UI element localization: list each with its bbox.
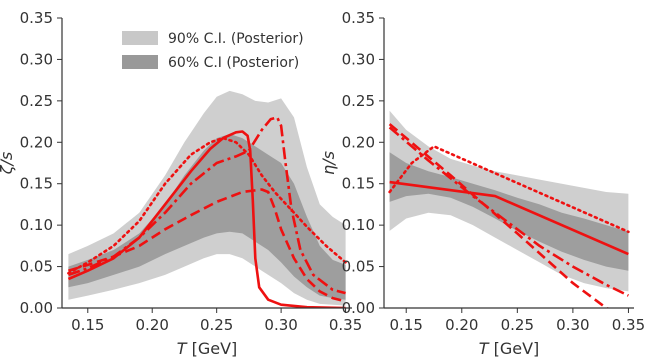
left-curve-dashdot <box>67 116 346 295</box>
left-y-tick-label: 0.30 <box>20 50 53 68</box>
right-y-tick-label: 0.25 <box>342 92 375 110</box>
left-x-tick-label: 0.35 <box>329 316 362 334</box>
legend-swatch-60ci <box>122 55 158 69</box>
right-y-tick-label: 0.20 <box>342 133 375 151</box>
right-x-axis-label: T [GeV] <box>479 339 540 358</box>
left-y-tick-label: 0.10 <box>20 216 53 234</box>
right-x-tick-label: 0.25 <box>501 316 534 334</box>
legend-label-90ci: 90% C.I. (Posterior) <box>168 31 304 47</box>
right-curve-dotted <box>388 145 630 234</box>
left-x-tick-label: 0.15 <box>71 316 104 334</box>
left-curve-dashed <box>68 188 346 303</box>
right-curves <box>388 123 630 308</box>
right-x-tick-label: 0.15 <box>390 316 423 334</box>
left-y-tick-label: 0.20 <box>20 133 53 151</box>
left-axes: 0.00 0.05 0.10 0.15 0.20 0.25 0.30 0.35 0.15 0.20… <box>0 9 362 358</box>
left-y-axis-label: ζ/s <box>0 152 16 175</box>
right-y-tick-label: 0.15 <box>342 175 375 193</box>
right-curve-dashdot <box>388 126 629 297</box>
right-panel: 0.00 0.05 0.10 0.15 0.20 0.25 0.30 0.35 0.15 0.20… <box>319 9 645 358</box>
right-y-tick-label: 0.00 <box>342 299 375 317</box>
right-x-tick-label: 0.30 <box>556 316 589 334</box>
left-ci-bands <box>68 90 346 306</box>
left-curve-dotted <box>67 136 347 275</box>
left-x-tick-label: 0.20 <box>136 316 169 334</box>
right-y-tick-label: 0.35 <box>342 9 375 27</box>
right-x-tick-label: 0.35 <box>612 316 645 334</box>
right-curve-dashed <box>388 123 610 308</box>
left-legend: 90% C.I. (Posterior) 60% C.I (Posterior) <box>122 31 304 71</box>
legend-swatch-90ci <box>122 31 158 45</box>
right-curve-solid <box>389 180 629 256</box>
right-y-axis-label: η/s <box>319 151 338 175</box>
right-y-tick-label: 0.30 <box>342 50 375 68</box>
right-axes: 0.00 0.05 0.10 0.15 0.20 0.25 0.30 0.35 0.15 0.20… <box>319 9 645 358</box>
left-x-axis-label: T [GeV] <box>177 339 238 358</box>
right-y-tick-label: 0.05 <box>342 258 375 276</box>
left-y-tick-label: 0.15 <box>20 175 53 193</box>
left-y-tick-label: 0.35 <box>20 9 53 27</box>
right-x-tick-label: 0.20 <box>445 316 478 334</box>
left-x-tick-label: 0.25 <box>200 316 233 334</box>
left-y-tick-label: 0.00 <box>20 299 53 317</box>
left-y-tick-label: 0.05 <box>20 258 53 276</box>
left-x-tick-label: 0.30 <box>264 316 297 334</box>
left-curves <box>67 116 347 308</box>
left-y-tick-label: 0.25 <box>20 92 53 110</box>
legend-label-60ci: 60% C.I (Posterior) <box>168 55 299 71</box>
left-panel: 0.00 0.05 0.10 0.15 0.20 0.25 0.30 0.35 0.15 0.20… <box>0 9 362 358</box>
right-y-tick-label: 0.10 <box>342 216 375 234</box>
right-band-60ci <box>389 152 629 271</box>
left-band-60ci <box>68 134 346 300</box>
